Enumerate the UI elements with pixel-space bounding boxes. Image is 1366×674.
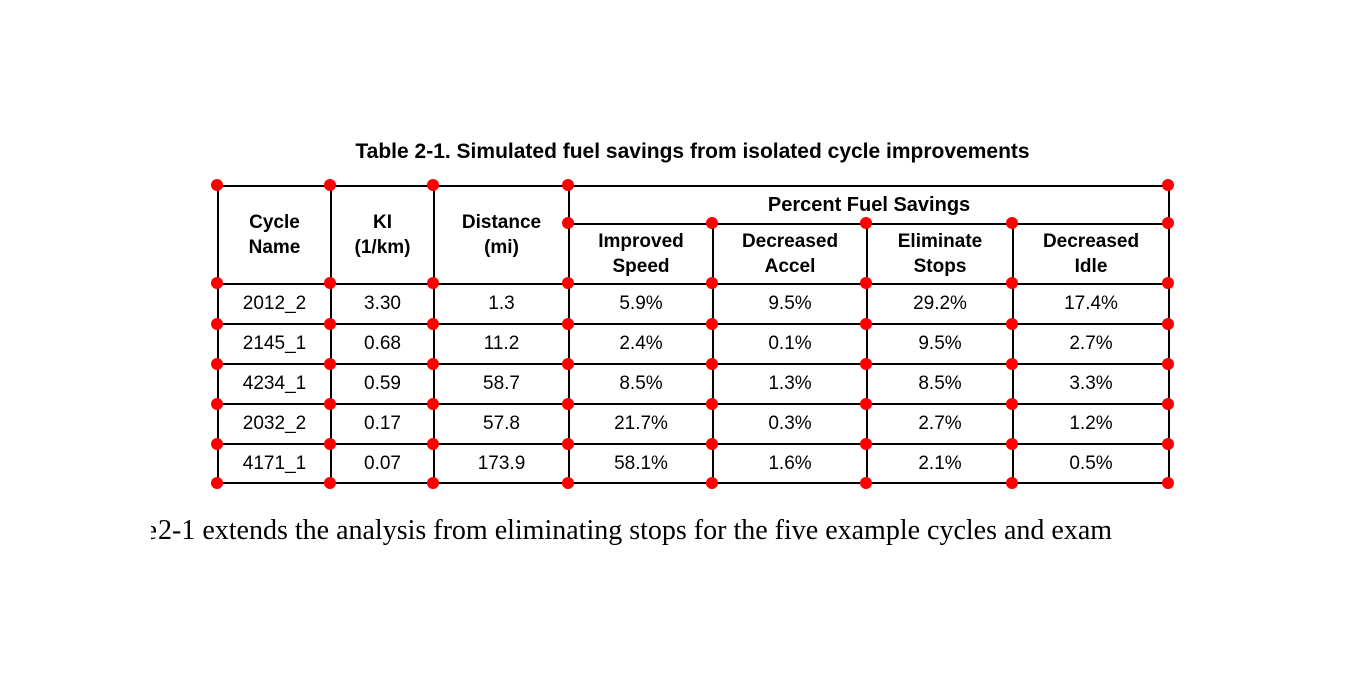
header-row-group: Cycle Name KI (1/km) Distance (mi) Perce… <box>217 185 1171 285</box>
cell-cycle-name: 2145_1 <box>217 323 332 365</box>
cell-improved-speed: 8.5% <box>568 363 714 405</box>
cell-distance: 11.2 <box>433 323 570 365</box>
header-row-sub: Improved Speed Decreased Accel Eliminate… <box>218 223 1171 285</box>
col-header-eliminate-stops: Eliminate Stops <box>866 223 1014 285</box>
cell-improved-speed: 2.4% <box>568 323 714 365</box>
cell-distance: 173.9 <box>433 443 570 484</box>
cell-ki: 0.68 <box>330 323 435 365</box>
cell-decreased-idle: 0.5% <box>1011 443 1171 484</box>
body-text: 2-1 extends the analysis from eliminatin… <box>158 515 1113 546</box>
col-header-decreased-accel: Decreased Accel <box>712 223 868 285</box>
cell-improved-speed: 58.1% <box>568 443 714 484</box>
cell-decreased-idle: 2.7% <box>1011 323 1171 365</box>
col-header-ki: KI (1/km) <box>330 185 435 285</box>
table-row: 2032_2 0.17 57.8 21.7% 0.3% 2.7% 1.2% <box>217 403 1171 445</box>
col-header-decreased-idle: Decreased Idle <box>1011 223 1171 285</box>
cell-decreased-idle: 3.3% <box>1011 363 1171 405</box>
table-title: Table 2-1. Simulated fuel savings from i… <box>355 140 1030 163</box>
cell-ki: 0.07 <box>330 443 435 484</box>
cell-improved-speed: 5.9% <box>568 283 714 325</box>
cell-cycle-name: 2012_2 <box>217 283 332 325</box>
table-row: 2012_2 3.30 1.3 5.9% 9.5% 29.2% 17.4% <box>217 283 1171 325</box>
cell-decreased-accel: 0.3% <box>712 403 868 445</box>
cell-decreased-accel: 1.3% <box>712 363 868 405</box>
cell-eliminate-stops: 9.5% <box>866 323 1014 365</box>
cell-decreased-idle: 17.4% <box>1011 283 1171 325</box>
body-text-line: e2-1 extends the analysis from eliminati… <box>151 513 1112 549</box>
cell-distance: 57.8 <box>433 403 570 445</box>
cell-cycle-name: 4171_1 <box>217 443 332 484</box>
table-row: 4171_1 0.07 173.9 58.1% 1.6% 2.1% 0.5% <box>217 443 1171 484</box>
cell-eliminate-stops: 8.5% <box>866 363 1014 405</box>
cell-eliminate-stops: 2.7% <box>866 403 1014 445</box>
col-header-cycle-name: Cycle Name <box>217 185 332 285</box>
cell-ki: 3.30 <box>330 283 435 325</box>
col-header-distance: Distance (mi) <box>433 185 570 285</box>
cell-ki: 0.59 <box>330 363 435 405</box>
cell-distance: 58.7 <box>433 363 570 405</box>
cell-ki: 0.17 <box>330 403 435 445</box>
cell-cycle-name: 2032_2 <box>217 403 332 445</box>
cell-eliminate-stops: 29.2% <box>866 283 1014 325</box>
cell-cycle-name: 4234_1 <box>217 363 332 405</box>
col-header-percent-fuel-savings: Percent Fuel Savings <box>567 185 1171 225</box>
cell-decreased-accel: 0.1% <box>712 323 868 365</box>
table-row: 2145_1 0.68 11.2 2.4% 0.1% 9.5% 2.7% <box>217 323 1171 365</box>
clipped-character-fragment: e <box>151 513 157 549</box>
table-row: 4234_1 0.59 58.7 8.5% 1.3% 8.5% 3.3% <box>217 363 1171 405</box>
cell-decreased-idle: 1.2% <box>1011 403 1171 445</box>
fuel-savings-table: Cycle Name KI (1/km) Distance (mi) Perce… <box>217 185 1171 484</box>
cell-eliminate-stops: 2.1% <box>866 443 1014 484</box>
cell-distance: 1.3 <box>433 283 570 325</box>
col-header-improved-speed: Improved Speed <box>568 223 714 285</box>
cell-decreased-accel: 9.5% <box>712 283 868 325</box>
cell-improved-speed: 21.7% <box>568 403 714 445</box>
cell-decreased-accel: 1.6% <box>712 443 868 484</box>
